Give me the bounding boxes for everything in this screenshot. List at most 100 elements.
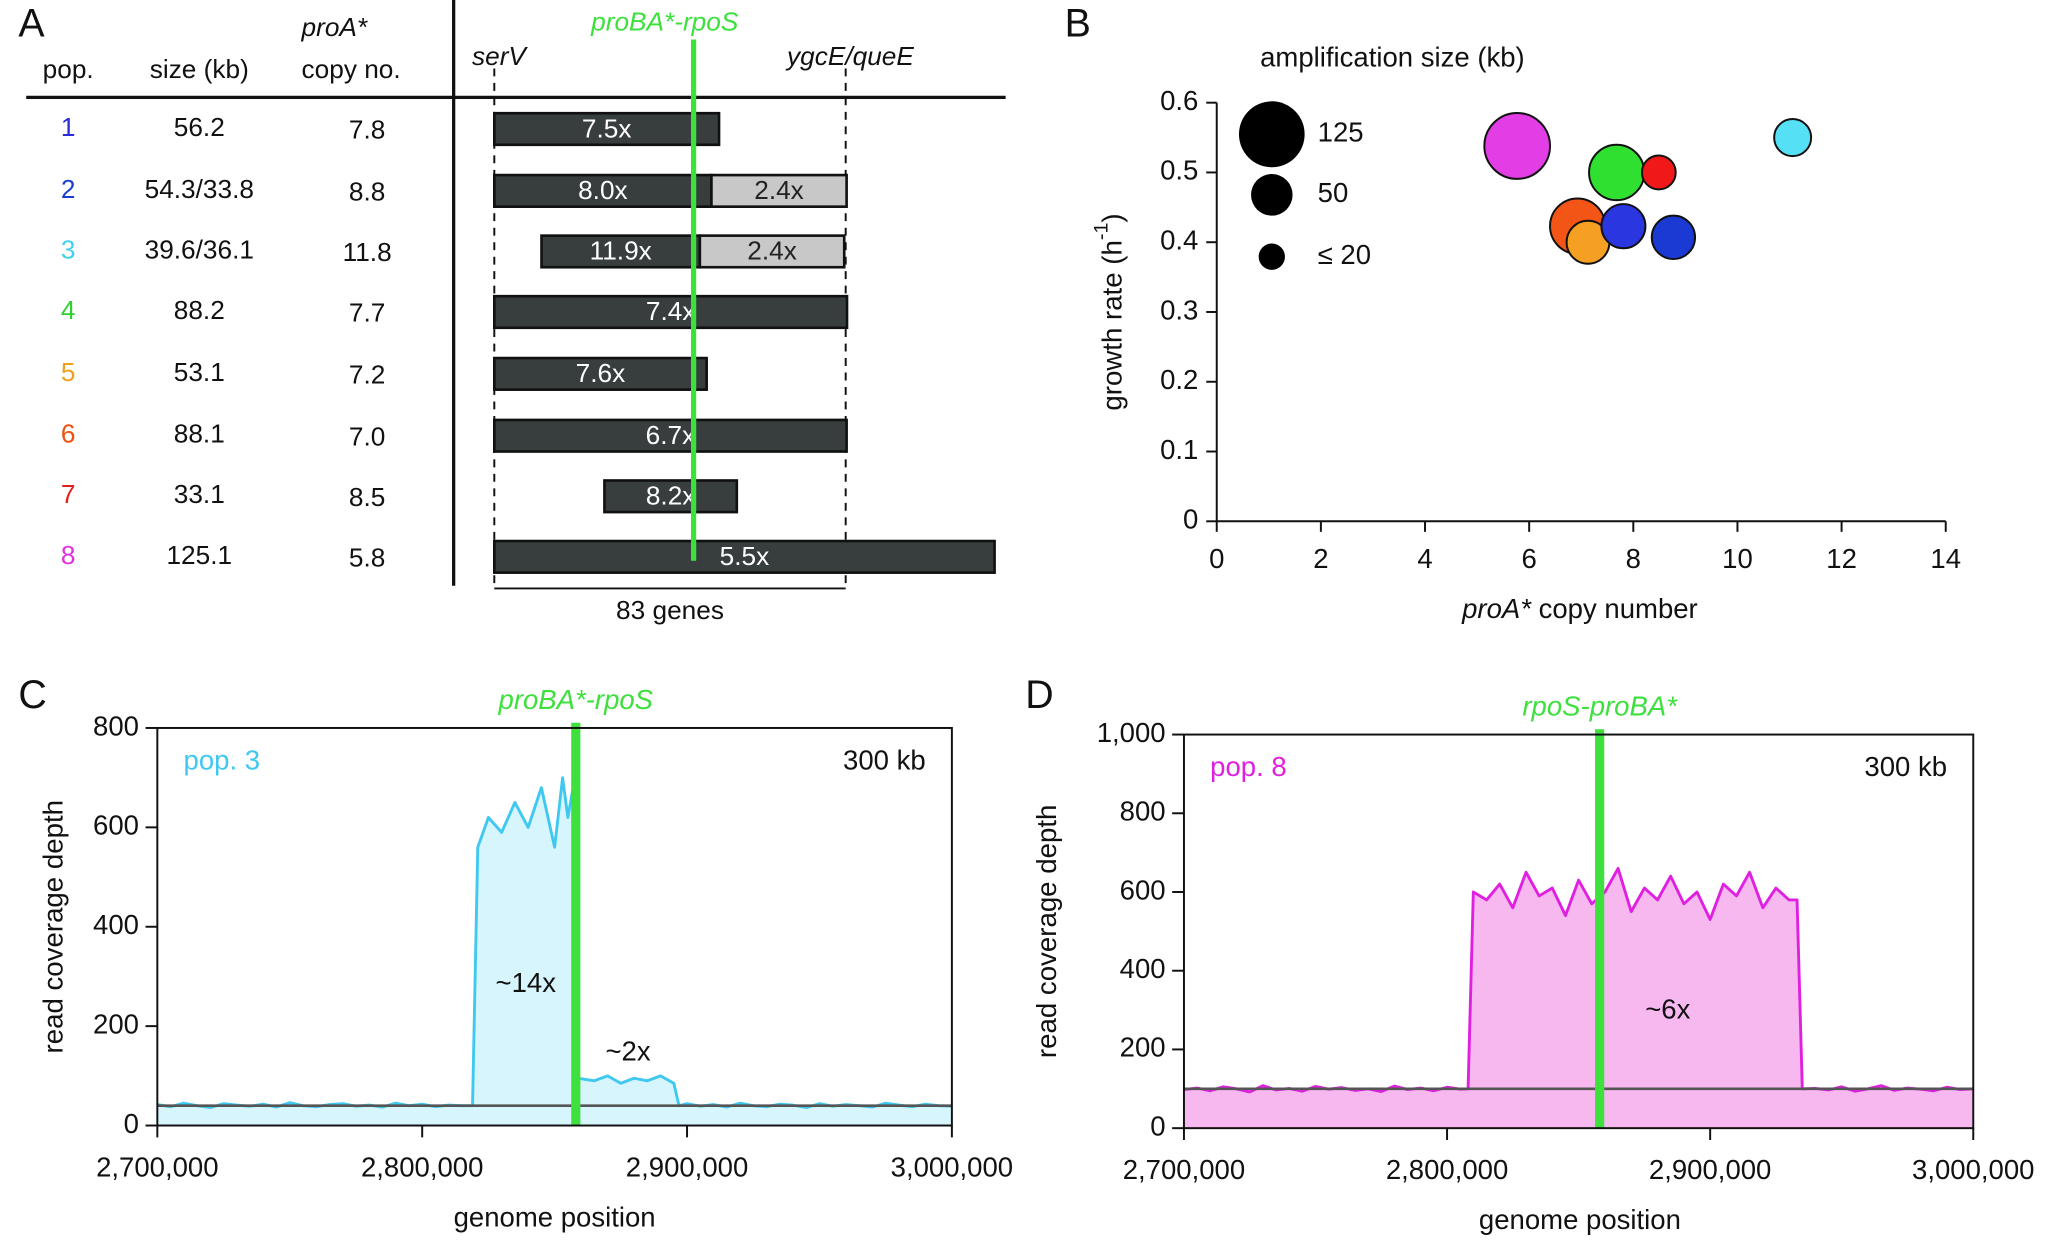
bubble — [1650, 214, 1697, 261]
pop-number: 1 — [61, 112, 76, 142]
x-label-part: copy number — [1531, 593, 1698, 624]
x-tick-label: 3,000,000 — [1912, 1154, 2034, 1185]
size-cell: 33.1 — [174, 479, 225, 509]
y-axis-label: growth rate (h-1) — [1091, 213, 1128, 410]
bar-label: 7.6x — [576, 358, 626, 388]
plot-frame — [1182, 733, 1975, 1130]
bar-label: 6.7x — [646, 420, 696, 450]
amplicon-bar — [698, 234, 846, 269]
size-cell: 39.6/36.1 — [145, 234, 254, 264]
column-header: copy no. — [302, 54, 401, 84]
amplicon-bar — [710, 173, 848, 208]
copy-cell: 8.8 — [349, 176, 385, 206]
y-tick-label: 400 — [93, 909, 139, 940]
panel-letter: C — [18, 673, 46, 717]
junction-label: proBA*-rpoS — [590, 7, 739, 37]
y-tick-label: 0.3 — [1160, 294, 1198, 325]
panel-letter: A — [18, 2, 45, 46]
x-label-part: proA* — [1461, 593, 1532, 624]
size-cell: 88.1 — [174, 419, 225, 449]
junction-label: proBA*-rpoS — [498, 684, 654, 715]
bar-label: 2.4x — [747, 236, 797, 266]
bar-label: 7.5x — [582, 113, 632, 143]
amplicon-bar — [540, 234, 702, 269]
y-tick-label: 1,000 — [1097, 717, 1166, 748]
size-cell: 56.2 — [174, 112, 225, 142]
x-tick-label: 0 — [1209, 543, 1224, 574]
legend-label: 50 — [1318, 177, 1349, 208]
copy-cell: 7.8 — [349, 115, 385, 145]
column-header: size (kb) — [150, 54, 249, 84]
bar-label: 11.9x — [590, 236, 652, 266]
coverage-area — [157, 777, 952, 1126]
copy-cell: 8.5 — [349, 482, 385, 512]
amplicon-bar — [492, 418, 848, 453]
size-cell: 88.2 — [174, 295, 225, 325]
x-axis-label: genome position — [454, 1201, 656, 1232]
copy-cell: 7.0 — [349, 421, 385, 451]
window-label: 300 kb — [1864, 751, 1947, 782]
annotation: ~6x — [1645, 993, 1690, 1024]
y-tick-label: 800 — [1120, 796, 1166, 827]
amplicon-bar — [492, 294, 849, 330]
size-cell: 53.1 — [174, 357, 225, 387]
x-tick-label: 4 — [1417, 543, 1432, 574]
coverage-area — [1183, 868, 1974, 1129]
x-axis-label: proA* copy number — [1461, 593, 1698, 624]
x-tick-label: 2,700,000 — [1123, 1154, 1245, 1185]
pop-number: 3 — [61, 234, 76, 264]
copy-cell: 11.8 — [343, 237, 392, 267]
legend-bubble — [1238, 101, 1305, 168]
amplicon-bar — [492, 539, 996, 574]
series-label: pop. 8 — [1210, 751, 1287, 782]
y-tick-label: 0.2 — [1160, 364, 1198, 395]
pop-number: 6 — [61, 419, 76, 449]
x-tick-label: 10 — [1722, 543, 1753, 574]
bubble — [1483, 111, 1552, 180]
panel-letter: D — [1025, 673, 1053, 717]
window-label: 300 kb — [843, 744, 926, 775]
y-tick-label: 0.6 — [1160, 85, 1198, 116]
bar-label: 5.5x — [720, 541, 770, 571]
y-tick-label: 400 — [1120, 953, 1166, 984]
y-label-part: -1 — [1091, 223, 1113, 241]
x-tick-label: 12 — [1826, 543, 1857, 574]
annotation: ~14x — [496, 967, 557, 998]
x-tick-label: 14 — [1930, 543, 1961, 574]
x-tick-label: 8 — [1626, 543, 1641, 574]
x-axis-label: genome position — [1479, 1204, 1681, 1235]
bubble — [1773, 118, 1813, 158]
column-header: pop. — [43, 54, 94, 84]
bar-label: 8.0x — [578, 175, 628, 205]
pop-number: 2 — [61, 174, 76, 204]
y-tick-label: 200 — [1120, 1032, 1166, 1063]
amplicon-bar — [603, 479, 739, 514]
copy-cell: 5.8 — [349, 542, 385, 572]
span-label: 83 genes — [616, 595, 724, 625]
y-tick-label: 0 — [124, 1108, 139, 1139]
amplicon-bar — [492, 111, 721, 147]
y-tick-label: 600 — [93, 810, 139, 841]
series-label: pop. 3 — [184, 744, 261, 775]
bubble — [1640, 154, 1677, 191]
bar-label: 2.4x — [754, 175, 804, 205]
copy-cell: 7.7 — [349, 298, 385, 328]
size-cell: 54.3/33.8 — [145, 174, 254, 204]
x-tick-label: 2,900,000 — [1649, 1154, 1771, 1185]
bar-label: 7.4x — [646, 296, 696, 326]
y-tick-label: 0.5 — [1160, 155, 1198, 186]
y-tick-label: 600 — [1120, 874, 1166, 905]
column-header: proA* — [301, 12, 368, 42]
x-tick-label: 3,000,000 — [891, 1151, 1013, 1182]
x-tick-label: 2,900,000 — [626, 1151, 748, 1182]
bar-label: 8.2x — [646, 481, 696, 511]
legend-label: 125 — [1318, 117, 1364, 148]
x-tick-label: 2,800,000 — [1386, 1154, 1508, 1185]
pop-number: 7 — [61, 479, 76, 509]
bubble — [1600, 203, 1647, 250]
pop-number: 4 — [61, 295, 76, 325]
legend-title: amplification size (kb) — [1260, 41, 1525, 72]
y-tick-label: 200 — [93, 1008, 139, 1039]
